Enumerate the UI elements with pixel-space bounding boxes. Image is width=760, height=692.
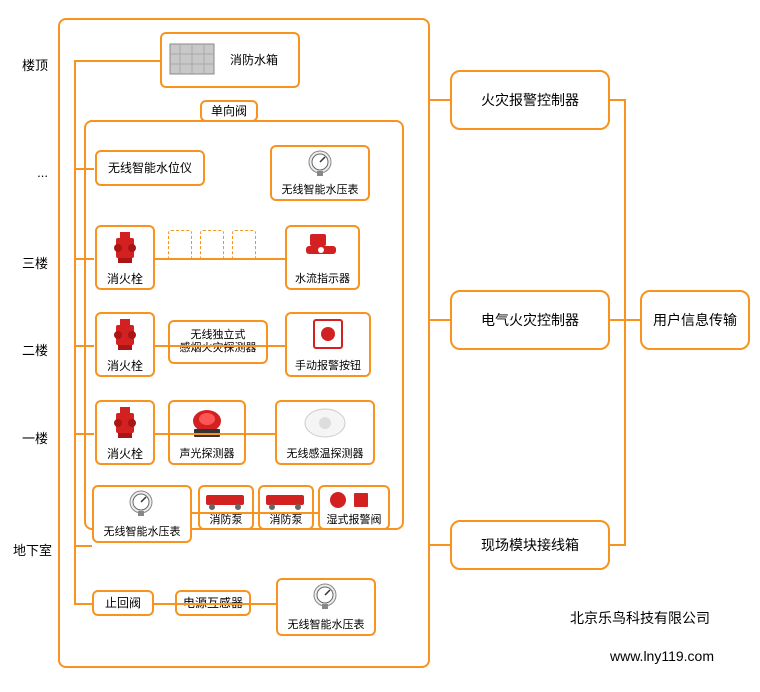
return-valve-box: 止回阀 [92, 590, 154, 616]
line-h-basement [74, 545, 92, 547]
sound-light-label: 声光探测器 [180, 448, 235, 461]
water-pressure-label-1: 无线智能水压表 [282, 184, 359, 197]
dash-box-3c [232, 230, 256, 260]
smoke-detector-box: 无线独立式 感烟火灾探测器 [168, 320, 268, 364]
line-h-roof [74, 60, 160, 62]
water-pressure-label-3: 无线智能水压表 [288, 619, 365, 632]
line-h-dots [74, 168, 94, 170]
fire-pump-icon-1 [204, 489, 248, 511]
water-level-box: 无线智能水位仪 [95, 150, 205, 186]
footer-url: www.lny119.com [610, 648, 714, 664]
dash-box-3a [168, 230, 192, 260]
field-module-box: 现场模块接线箱 [450, 520, 610, 570]
line-bt-a [154, 603, 276, 605]
floor-roof: 楼顶 [18, 55, 48, 74]
line-f2-a [155, 345, 285, 347]
line-h-f2 [74, 345, 94, 347]
fire-pump-icon-2 [264, 489, 308, 511]
wet-alarm-icon [326, 489, 382, 511]
line-v1 [624, 99, 626, 545]
fire-alarm-label: 火灾报警控制器 [481, 90, 579, 110]
check-valve-label: 单向阀 [211, 104, 247, 118]
line-7 [624, 319, 640, 321]
temp-detector-icon [302, 405, 348, 441]
gauge-icon-2 [126, 489, 156, 519]
flow-indicator-label: 水流指示器 [295, 273, 350, 286]
line-1 [430, 99, 450, 101]
fire-pump-label-1: 消防泵 [210, 514, 243, 527]
temp-detector-label: 无线感温探测器 [287, 448, 364, 461]
line-4 [610, 99, 626, 101]
line-f3-a [155, 258, 285, 260]
wet-alarm-label: 湿式报警阀 [327, 514, 382, 527]
water-pressure-label-2: 无线智能水压表 [104, 526, 181, 539]
return-valve-label: 止回阀 [105, 596, 141, 610]
hydrant-label-3: 消火栓 [107, 272, 143, 286]
line-6 [610, 544, 626, 546]
line-h-bottom [74, 603, 92, 605]
gauge-icon-1 [305, 149, 335, 179]
floor-f2: 二楼 [18, 340, 48, 359]
line-2 [430, 319, 450, 321]
footer-company: 北京乐鸟科技有限公司 [570, 608, 710, 628]
elec-fire-controller: 电气火灾控制器 [450, 290, 610, 350]
sound-light-icon [188, 405, 226, 441]
line-bs-a [192, 512, 318, 514]
water-tank-label: 消防水箱 [230, 53, 278, 67]
line-h-f1 [74, 433, 94, 435]
hydrant-icon-1 [110, 405, 140, 441]
floor-f1: 一楼 [18, 428, 48, 447]
dash-box-3b [200, 230, 224, 260]
manual-alarm-label: 手动报警按钮 [295, 360, 361, 373]
elec-fire-label: 电气火灾控制器 [481, 310, 579, 330]
user-info-box: 用户信息传输 [640, 290, 750, 350]
line-h-f3 [74, 258, 94, 260]
floor-basement: 地下室 [8, 540, 52, 559]
hydrant-icon-2 [110, 317, 140, 353]
field-module-label: 现场模块接线箱 [481, 535, 579, 555]
hydrant-label-2: 消火栓 [107, 359, 143, 373]
manual-alarm-icon [312, 318, 344, 350]
line-v2 [74, 60, 76, 605]
floor-dots: ... [18, 165, 48, 180]
hydrant-label-1: 消火栓 [107, 447, 143, 461]
gauge-icon-3 [310, 582, 340, 612]
fire-pump-label-2: 消防泵 [270, 514, 303, 527]
line-3 [430, 544, 450, 546]
smoke-detector-label: 无线独立式 感烟火灾探测器 [180, 329, 257, 355]
water-level-label: 无线智能水位仪 [108, 161, 192, 175]
fire-alarm-controller: 火灾报警控制器 [450, 70, 610, 130]
user-info-label: 用户信息传输 [653, 310, 737, 330]
check-valve-box: 单向阀 [200, 100, 258, 122]
floor-f3: 三楼 [18, 253, 48, 272]
water-tank-icon [168, 38, 218, 78]
line-f1-a [155, 433, 275, 435]
hydrant-icon-3 [110, 230, 140, 266]
flow-indicator-icon [302, 230, 342, 266]
